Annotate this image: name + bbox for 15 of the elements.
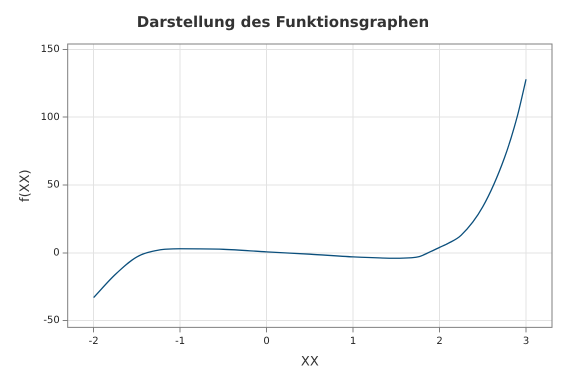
x-tick-label: -1 [175,336,186,347]
line-series [92,78,527,298]
x-tick-label: 2 [436,336,443,347]
y-tick-label: 100 [40,112,60,123]
x-tick-label: -2 [88,336,99,347]
y-tick-label: -50 [43,315,60,326]
x-axis-title: XX [300,354,319,370]
y-axis-title: f(XX) [18,169,34,202]
x-tick-label: 1 [350,336,356,347]
x-tick-label: 0 [263,336,270,347]
y-tick-label: 50 [46,180,60,191]
chart-title: Darstellung des Funktionsgraphen [136,12,430,31]
x-tick-label: 3 [522,336,530,347]
y-tick-label: 0 [53,247,60,258]
y-tick-label: 150 [40,44,60,56]
